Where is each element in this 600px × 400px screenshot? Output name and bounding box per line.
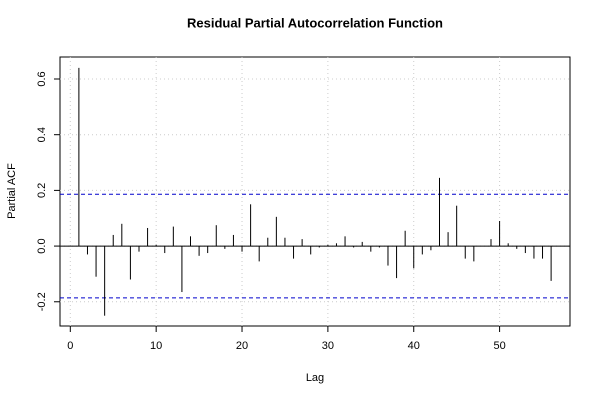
x-tick-label: 20 bbox=[236, 340, 248, 352]
x-axis-label: Lag bbox=[306, 372, 324, 384]
chart-title: Residual Partial Autocorrelation Functio… bbox=[187, 15, 443, 30]
y-tick-label: 0.4 bbox=[36, 127, 48, 142]
x-tick-label: 40 bbox=[408, 340, 420, 352]
y-axis-label: Partial ACF bbox=[6, 163, 18, 219]
x-tick-label: 30 bbox=[322, 340, 334, 352]
x-tick-label: 10 bbox=[150, 340, 162, 352]
x-tick-label: 50 bbox=[493, 340, 505, 352]
y-tick-label: -0.2 bbox=[36, 292, 48, 311]
plot-frame bbox=[59, 56, 571, 327]
y-tick-label: 0.6 bbox=[36, 71, 48, 86]
y-tick-label: 0.2 bbox=[36, 183, 48, 198]
y-tick-label: 0.0 bbox=[36, 238, 48, 253]
x-tick-label: 0 bbox=[67, 340, 73, 352]
